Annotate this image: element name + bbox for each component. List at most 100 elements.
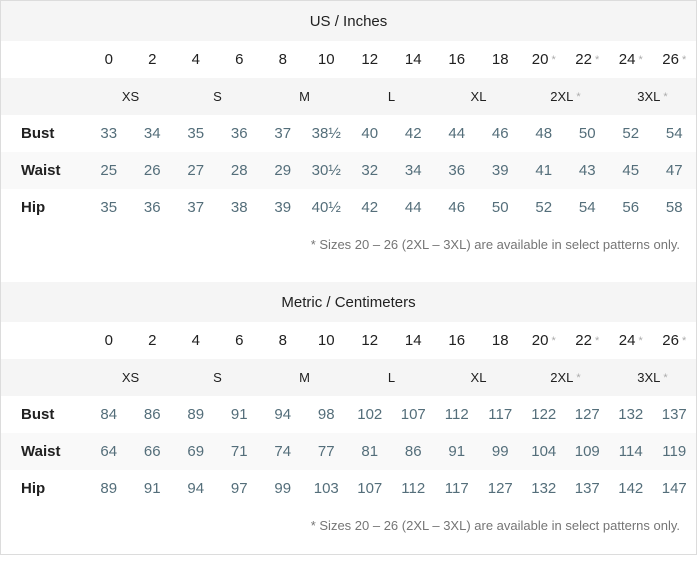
measurement-value: 107: [391, 396, 435, 433]
measurement-value: 50: [565, 115, 609, 152]
measurement-row-hip: Hip 89 91 94 97 99 103 107 112 117 127 132 137 142 147: [1, 470, 696, 507]
measurement-value: 36: [435, 152, 479, 189]
size-group-header: S: [174, 359, 261, 396]
size-group-header: 3XL *: [609, 359, 696, 396]
size-group-header: L: [348, 359, 435, 396]
footnote: * Sizes 20 – 26 (2XL – 3XL) are availabl…: [1, 226, 696, 263]
asterisk: *: [681, 54, 687, 66]
measurement-value: 91: [217, 396, 261, 433]
size-col-header: 22 *: [565, 41, 609, 78]
measurement-value: 39: [478, 152, 522, 189]
measurement-value: 64: [87, 433, 131, 470]
size-group-header: M: [261, 359, 348, 396]
measurement-value: 117: [478, 396, 522, 433]
measurement-row-label: Bust: [1, 115, 87, 152]
measurement-value: 142: [609, 470, 653, 507]
asterisk: *: [576, 91, 581, 103]
measurement-value: 147: [652, 470, 696, 507]
footnote-row: * Sizes 20 – 26 (2XL – 3XL) are availabl…: [1, 507, 696, 544]
measurement-value: 86: [130, 396, 174, 433]
asterisk: *: [594, 335, 600, 347]
size-col-header: 2: [130, 41, 174, 78]
size-col-header: 6: [217, 41, 261, 78]
measurement-value: 98: [304, 396, 348, 433]
measurement-value: 50: [478, 189, 522, 226]
measurement-value: 37: [174, 189, 218, 226]
corner-cell: [1, 78, 87, 115]
measurement-row-label: Waist: [1, 433, 87, 470]
size-group-header: 2XL *: [522, 359, 609, 396]
footnote-row: * Sizes 20 – 26 (2XL – 3XL) are availabl…: [1, 226, 696, 263]
size-headers-row: 0 2 4 6 8 10 12 14 16 18 20 * 22 * 24 * 26 *: [1, 41, 696, 78]
size-group-header: L: [348, 78, 435, 115]
size-col-header: 10: [304, 322, 348, 359]
measurement-value: 44: [391, 189, 435, 226]
measurement-value: 40½: [304, 189, 348, 226]
measurement-value: 94: [174, 470, 218, 507]
measurement-value: 109: [565, 433, 609, 470]
measurement-value: 137: [652, 396, 696, 433]
size-col-header: 4: [174, 41, 218, 78]
size-group-header: XS: [87, 78, 174, 115]
measurement-value: 42: [391, 115, 435, 152]
measurement-value: 38: [217, 189, 261, 226]
size-groups-row: XS S M L XL 2XL * 3XL *: [1, 359, 696, 396]
measurement-value: 89: [174, 396, 218, 433]
asterisk: *: [576, 372, 581, 384]
size-col-header: 8: [261, 322, 305, 359]
size-group-header: XL: [435, 78, 522, 115]
size-col-header: 12: [348, 41, 392, 78]
measurement-value: 89: [87, 470, 131, 507]
measurement-value: 54: [652, 115, 696, 152]
measurement-value: 58: [652, 189, 696, 226]
size-col-header: 24 *: [609, 41, 653, 78]
size-col-header: 18: [478, 322, 522, 359]
measurement-value: 99: [261, 470, 305, 507]
size-table: US / Inches 0 2 4 6 8 10 12 14 16 18 20 * 22 * 24 * 26 * XS…: [1, 1, 696, 263]
measurement-row-bust: Bust 84 86 89 91 94 98 102 107 112 117 122 127 132 137: [1, 396, 696, 433]
measurement-value: 69: [174, 433, 218, 470]
size-col-header: 10: [304, 41, 348, 78]
measurement-value: 32: [348, 152, 392, 189]
measurement-value: 66: [130, 433, 174, 470]
size-col-header: 22 *: [565, 322, 609, 359]
measurement-value: 35: [87, 189, 131, 226]
measurement-value: 104: [522, 433, 566, 470]
corner-cell: [1, 359, 87, 396]
measurement-value: 86: [391, 433, 435, 470]
size-col-header: 14: [391, 41, 435, 78]
size-headers-row: 0 2 4 6 8 10 12 14 16 18 20 * 22 * 24 * 26 *: [1, 322, 696, 359]
measurement-value: 127: [565, 396, 609, 433]
measurement-value: 36: [130, 189, 174, 226]
asterisk: *: [663, 372, 668, 384]
table-title-row: Metric / Centimeters: [1, 282, 696, 322]
us-inches-section: US / Inches 0 2 4 6 8 10 12 14 16 18 20 * 22 * 24 * 26 * XS…: [1, 1, 696, 263]
measurement-value: 107: [348, 470, 392, 507]
measurement-value: 27: [174, 152, 218, 189]
size-col-header: 26 *: [652, 322, 696, 359]
measurement-value: 43: [565, 152, 609, 189]
measurement-row-bust: Bust 33 34 35 36 37 38½ 40 42 44 46 48 50 52 54: [1, 115, 696, 152]
corner-cell: [1, 322, 87, 359]
size-col-header: 18: [478, 41, 522, 78]
size-col-header: 0: [87, 322, 131, 359]
measurement-value: 47: [652, 152, 696, 189]
measurement-value: 91: [130, 470, 174, 507]
measurement-value: 35: [174, 115, 218, 152]
measurement-value: 114: [609, 433, 653, 470]
measurement-value: 34: [130, 115, 174, 152]
size-group-header: XS: [87, 359, 174, 396]
metric-centimeters-section: Metric / Centimeters 0 2 4 6 8 10 12 14 16 18 20 * 22…: [1, 282, 696, 544]
measurement-value: 71: [217, 433, 261, 470]
measurement-value: 29: [261, 152, 305, 189]
size-col-header: 4: [174, 322, 218, 359]
measurement-value: 52: [609, 115, 653, 152]
measurement-value: 41: [522, 152, 566, 189]
size-col-header: 26 *: [652, 41, 696, 78]
measurement-value: 28: [217, 152, 261, 189]
size-col-header: 2: [130, 322, 174, 359]
size-group-header: 3XL *: [609, 78, 696, 115]
measurement-row-label: Waist: [1, 152, 87, 189]
measurement-value: 137: [565, 470, 609, 507]
size-col-header: 12: [348, 322, 392, 359]
